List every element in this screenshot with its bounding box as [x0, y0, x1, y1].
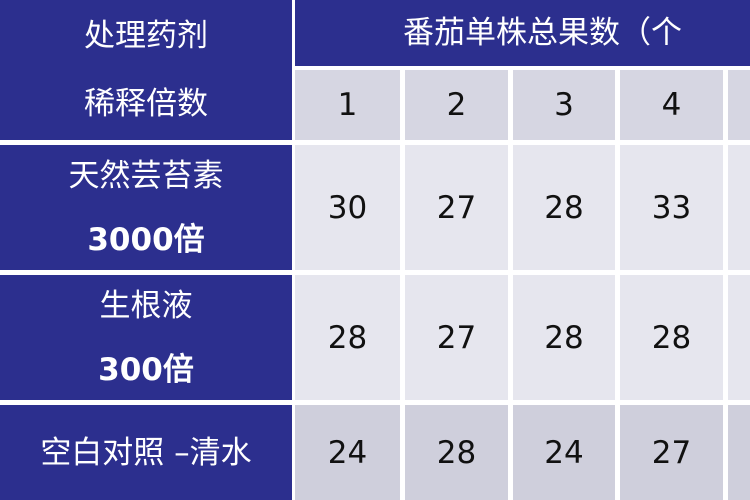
- group-header: 番茄单株总果数（个: [295, 0, 750, 66]
- value-cell: [728, 405, 750, 500]
- row-label: 天然芸苔素: [68, 157, 224, 194]
- value-cell: 27: [620, 405, 726, 500]
- value-cell: 28: [405, 405, 511, 500]
- column-label: 3: [554, 87, 574, 123]
- value-cell: 28: [295, 275, 403, 400]
- column-header: 1: [295, 70, 403, 140]
- column-header: 2: [405, 70, 511, 140]
- value-cell: 24: [513, 405, 618, 500]
- value-cell: [728, 145, 750, 270]
- value-cell: 27: [405, 145, 511, 270]
- value: 27: [651, 434, 692, 471]
- value-cell: [728, 275, 750, 400]
- row-label: 300倍: [98, 351, 194, 388]
- value: 28: [327, 319, 368, 356]
- value: 27: [436, 189, 477, 226]
- group-header-label: 番茄单株总果数（个: [403, 15, 682, 51]
- row-header: 天然芸苔素 3000倍: [0, 145, 292, 270]
- value: 33: [651, 189, 692, 226]
- column-header: 4: [620, 70, 726, 140]
- column-label: 1: [337, 87, 358, 123]
- value: 28: [651, 319, 692, 356]
- column-header: 3: [513, 70, 618, 140]
- column-header: [728, 70, 750, 140]
- row-label: 生根液: [99, 287, 193, 324]
- value-cell: 33: [620, 145, 726, 270]
- value-cell: 27: [405, 275, 511, 400]
- value: 24: [327, 434, 368, 471]
- value: 28: [436, 434, 477, 471]
- value-cell: 30: [295, 145, 403, 270]
- row-header: 空白对照 –清水: [0, 405, 292, 500]
- value: 30: [327, 189, 368, 226]
- column-label: 2: [446, 87, 467, 123]
- value-cell: 24: [295, 405, 403, 500]
- column-label: 4: [661, 87, 682, 123]
- corner-label: 稀释倍数: [84, 86, 208, 122]
- row-label: 空白对照 –清水: [40, 434, 252, 471]
- value: 24: [544, 434, 584, 471]
- value-cell: 28: [513, 275, 618, 400]
- value-cell: 28: [620, 275, 726, 400]
- value: 28: [544, 319, 584, 356]
- row-header: 生根液 300倍: [0, 275, 292, 400]
- corner-label: 处理药剂: [84, 18, 208, 54]
- corner-header: 处理药剂 稀释倍数: [0, 0, 292, 140]
- value: 27: [436, 319, 477, 356]
- value-cell: 28: [513, 145, 618, 270]
- value: 28: [544, 189, 584, 226]
- row-label: 3000倍: [87, 221, 205, 258]
